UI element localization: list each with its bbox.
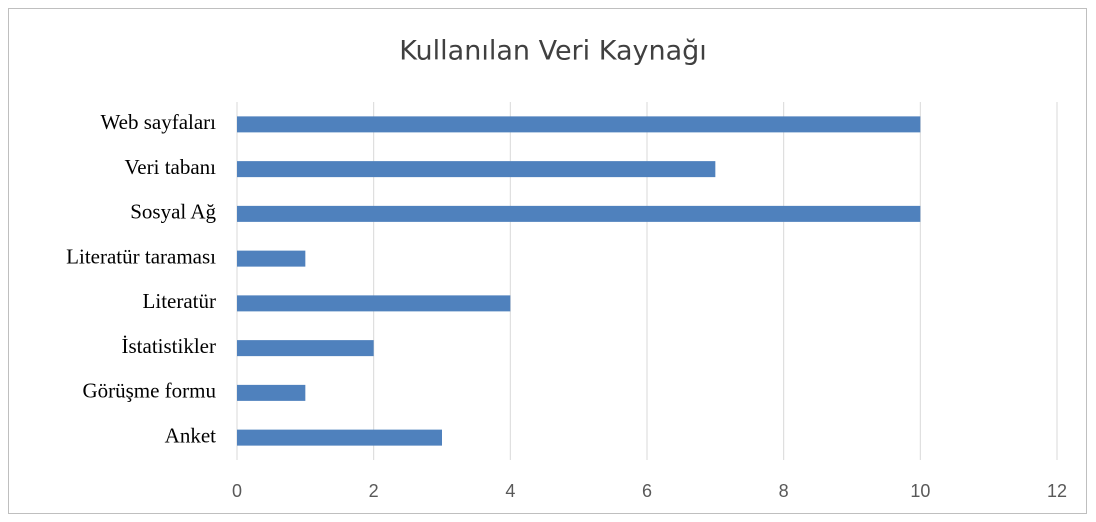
y-tick-label: Görüşme formu <box>82 379 216 403</box>
bar <box>237 116 921 133</box>
bar <box>237 384 306 401</box>
chart-title: Kullanılan Veri Kaynağı <box>399 36 707 67</box>
y-tick-label: Web sayfaları <box>101 110 217 134</box>
y-tick-label: Veri tabanı <box>124 155 216 179</box>
chart-border <box>8 8 1087 514</box>
x-tick-label: 4 <box>505 481 515 501</box>
y-tick-label: Literatür <box>143 289 216 313</box>
x-tick-label: 0 <box>232 481 242 501</box>
x-tick-label: 12 <box>1047 481 1067 501</box>
bar <box>237 340 374 357</box>
bar <box>237 161 716 178</box>
bar <box>237 250 306 267</box>
y-tick-label: Sosyal Ağ <box>130 200 216 224</box>
y-tick-label: İstatistikler <box>122 334 216 358</box>
x-tick-label: 8 <box>779 481 789 501</box>
bar <box>237 295 511 312</box>
y-tick-label: Anket <box>165 423 216 447</box>
bar <box>237 205 921 222</box>
x-tick-label: 2 <box>369 481 379 501</box>
x-tick-label: 6 <box>642 481 652 501</box>
bar <box>237 429 442 446</box>
y-tick-label: Literatür taraması <box>66 244 216 268</box>
x-tick-label: 10 <box>910 481 930 501</box>
